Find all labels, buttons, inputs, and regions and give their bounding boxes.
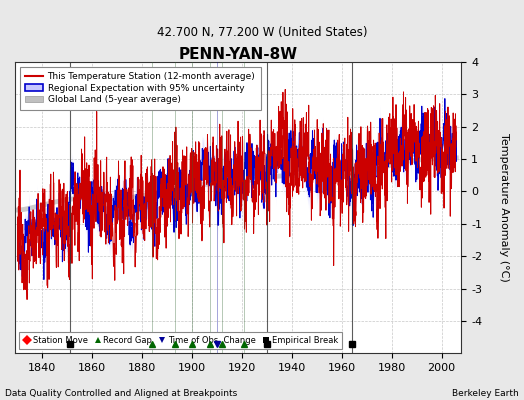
Text: 42.700 N, 77.200 W (United States): 42.700 N, 77.200 W (United States)	[157, 26, 367, 39]
Y-axis label: Temperature Anomaly (°C): Temperature Anomaly (°C)	[499, 133, 509, 282]
Title: PENN-YAN-8W: PENN-YAN-8W	[179, 47, 298, 62]
Legend: Station Move, Record Gap, Time of Obs. Change, Empirical Break: Station Move, Record Gap, Time of Obs. C…	[19, 332, 342, 349]
Text: Berkeley Earth: Berkeley Earth	[452, 389, 519, 398]
Text: Data Quality Controlled and Aligned at Breakpoints: Data Quality Controlled and Aligned at B…	[5, 389, 237, 398]
